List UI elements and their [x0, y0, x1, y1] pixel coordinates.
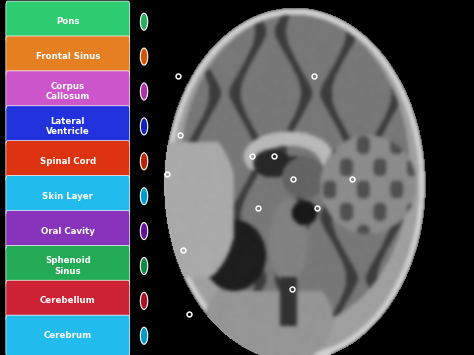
Circle shape [140, 327, 148, 344]
FancyBboxPatch shape [6, 141, 130, 182]
Circle shape [140, 223, 148, 240]
Text: Skin Layer: Skin Layer [42, 192, 93, 201]
Text: Spinal Cord: Spinal Cord [40, 157, 96, 166]
Circle shape [140, 257, 148, 274]
FancyBboxPatch shape [6, 280, 130, 322]
Circle shape [140, 293, 148, 310]
FancyBboxPatch shape [6, 106, 130, 147]
Circle shape [140, 48, 148, 65]
FancyBboxPatch shape [6, 315, 130, 355]
FancyBboxPatch shape [6, 211, 130, 252]
Circle shape [140, 118, 148, 135]
Circle shape [140, 188, 148, 205]
FancyBboxPatch shape [6, 176, 130, 217]
FancyBboxPatch shape [6, 36, 130, 77]
FancyBboxPatch shape [6, 1, 130, 42]
Circle shape [140, 13, 148, 30]
Text: Corpus
Callosum: Corpus Callosum [46, 82, 90, 101]
Text: Sphenoid
Sinus: Sphenoid Sinus [45, 256, 91, 275]
Text: Pons: Pons [56, 17, 80, 26]
FancyBboxPatch shape [6, 71, 130, 112]
Text: Lateral
Ventricle: Lateral Ventricle [46, 117, 90, 136]
Text: Oral Cavity: Oral Cavity [41, 226, 95, 236]
Circle shape [140, 153, 148, 170]
FancyBboxPatch shape [6, 245, 130, 286]
Text: Frontal Sinus: Frontal Sinus [36, 52, 100, 61]
Text: Cerebellum: Cerebellum [40, 296, 96, 305]
Circle shape [140, 83, 148, 100]
Text: Cerebrum: Cerebrum [44, 331, 92, 340]
